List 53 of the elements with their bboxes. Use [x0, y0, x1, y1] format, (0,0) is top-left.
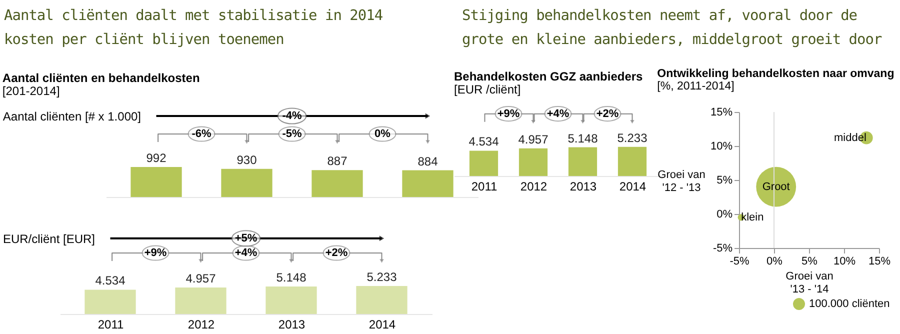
- chart-subtitle: Aantal cliënten en behandelkosten: [2, 71, 200, 86]
- x-tick-label: 0%: [766, 256, 783, 268]
- y-tick-label: 15%: [710, 106, 733, 118]
- x-tick-label: 2013: [570, 180, 597, 194]
- chart-subtitle: Behandelkosten GGZ aanbieders: [454, 70, 644, 84]
- data-label: 5.233: [617, 130, 648, 145]
- text: [EUR /cliënt]: [454, 82, 521, 97]
- text: +9%: [144, 247, 167, 259]
- data-label: 4.957: [186, 271, 216, 286]
- data-label: 992: [146, 151, 167, 165]
- data-label: 930: [236, 152, 258, 167]
- data-label: 4.957: [518, 132, 549, 146]
- text: [201-2014]: [2, 84, 60, 98]
- x-tick-label: 10%: [833, 256, 856, 268]
- text: -5%: [282, 128, 302, 140]
- x-tick-label: -5%: [730, 256, 750, 268]
- x-axis-title: Groei van '13 - '14: [786, 270, 834, 296]
- y-tick-label: -5%: [712, 242, 733, 254]
- x-tick-label: 5%: [802, 256, 818, 268]
- text: -6%: [192, 128, 212, 140]
- text: +4%: [234, 247, 258, 259]
- chart-subtitle: [%, 2011-2014]: [657, 80, 734, 92]
- text: +2%: [325, 247, 348, 259]
- text: -4%: [282, 110, 302, 122]
- chart-title: Ontwikkeling behandelkosten naar omvang: [657, 68, 894, 80]
- x-tick-label: 2012: [188, 318, 215, 332]
- x-tick-label: 2011: [471, 180, 498, 194]
- x-tick-label: 15%: [868, 256, 891, 268]
- data-label: 5.148: [276, 270, 307, 284]
- x-tick-label: 2012: [520, 180, 548, 194]
- x-tick-label: 2013: [278, 318, 306, 332]
- legend-label: 100.000 cliënten: [809, 298, 890, 310]
- text: 0%: [374, 128, 391, 140]
- chart-title: Stijging behandelkosten neemt af, vooral door de grote en kleine aanbieders, middelgroot groeit door: [462, 7, 883, 50]
- x-tick-label: 2011: [98, 318, 124, 332]
- data-label: 887: [327, 154, 348, 168]
- x-tick-label: 2014: [619, 180, 646, 194]
- text: +4%: [546, 108, 570, 120]
- data-label: 5.233: [366, 270, 398, 284]
- y-axis-title: Aantal cliënten [# x 1.000]: [2, 110, 141, 124]
- text: +2%: [596, 108, 619, 120]
- y-axis-title: EUR/cliënt [EUR]: [2, 232, 95, 246]
- y-axis-title: Groei van '12 - '13: [658, 169, 706, 194]
- chart-title: Aantal cliënten daalt met stabilisatie in 2014 kosten per cliënt blijven toenemen: [4, 7, 384, 50]
- text: +9%: [497, 108, 520, 120]
- data-label: 5.148: [568, 131, 598, 146]
- text: +5%: [234, 232, 258, 244]
- y-tick-label: 0%: [716, 208, 733, 220]
- data-label: 884: [418, 154, 438, 168]
- x-tick-label: 2014: [368, 318, 396, 332]
- data-label: 4.534: [95, 274, 126, 288]
- y-tick-label: 10%: [710, 140, 733, 152]
- data-label: 4.534: [468, 134, 500, 149]
